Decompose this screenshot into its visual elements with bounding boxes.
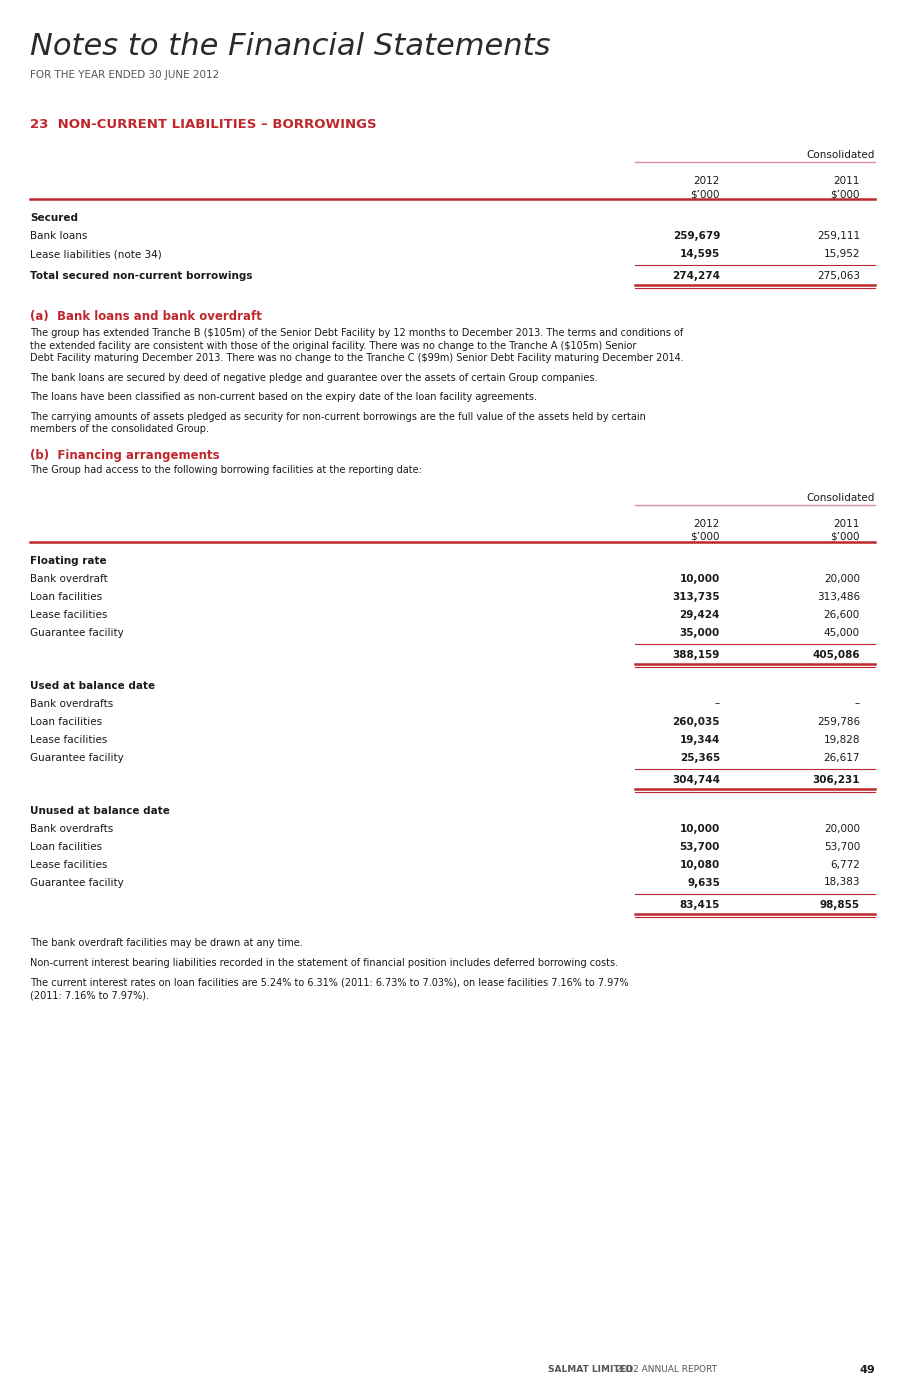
Text: SALMAT LIMITED: SALMAT LIMITED (548, 1365, 634, 1374)
Text: The bank overdraft facilities may be drawn at any time.: The bank overdraft facilities may be dra… (30, 938, 302, 948)
Text: 2012: 2012 (694, 176, 720, 187)
Text: Guarantee facility: Guarantee facility (30, 753, 124, 763)
Text: 2012 ANNUAL REPORT: 2012 ANNUAL REPORT (616, 1365, 717, 1374)
Text: 306,231: 306,231 (813, 774, 860, 785)
Text: Lease liabilities (note 34): Lease liabilities (note 34) (30, 249, 162, 258)
Text: 304,744: 304,744 (672, 774, 720, 785)
Text: 98,855: 98,855 (820, 900, 860, 909)
Text: Total secured non-current borrowings: Total secured non-current borrowings (30, 271, 253, 281)
Text: 53,700: 53,700 (824, 842, 860, 851)
Text: FOR THE YEAR ENDED 30 JUNE 2012: FOR THE YEAR ENDED 30 JUNE 2012 (30, 70, 220, 80)
Text: Lease facilities: Lease facilities (30, 609, 107, 619)
Text: The group has extended Tranche B ($105m) of the Senior Debt Facility by 12 month: The group has extended Tranche B ($105m)… (30, 328, 683, 339)
Text: 2011: 2011 (833, 518, 860, 528)
Text: 405,086: 405,086 (813, 650, 860, 659)
Text: 45,000: 45,000 (824, 627, 860, 637)
Text: Consolidated: Consolidated (806, 492, 875, 503)
Text: Notes to the Financial Statements: Notes to the Financial Statements (30, 32, 551, 61)
Text: 23  NON-CURRENT LIABILITIES – BORROWINGS: 23 NON-CURRENT LIABILITIES – BORROWINGS (30, 117, 376, 131)
Text: (b)  Financing arrangements: (b) Financing arrangements (30, 449, 220, 462)
Text: Loan facilities: Loan facilities (30, 716, 102, 727)
Text: 18,383: 18,383 (824, 878, 860, 887)
Text: The Group had access to the following borrowing facilities at the reporting date: The Group had access to the following bo… (30, 464, 422, 474)
Text: $’000: $’000 (831, 189, 860, 199)
Text: $’000: $’000 (690, 532, 720, 542)
Text: 29,424: 29,424 (680, 609, 720, 619)
Text: –: – (855, 698, 860, 709)
Text: Loan facilities: Loan facilities (30, 842, 102, 851)
Text: The carrying amounts of assets pledged as security for non-current borrowings ar: The carrying amounts of assets pledged a… (30, 412, 646, 422)
Text: 14,595: 14,595 (680, 249, 720, 258)
Text: Lease facilities: Lease facilities (30, 734, 107, 745)
Text: (a)  Bank loans and bank overdraft: (a) Bank loans and bank overdraft (30, 310, 262, 323)
Text: Bank overdrafts: Bank overdrafts (30, 698, 113, 709)
Text: 274,274: 274,274 (672, 271, 720, 281)
Text: 26,617: 26,617 (824, 753, 860, 763)
Text: 10,080: 10,080 (680, 860, 720, 869)
Text: 2012: 2012 (694, 518, 720, 528)
Text: 26,600: 26,600 (824, 609, 860, 619)
Text: 19,828: 19,828 (824, 734, 860, 745)
Text: the extended facility are consistent with those of the original facility. There : the extended facility are consistent wit… (30, 340, 636, 351)
Text: 259,111: 259,111 (817, 231, 860, 240)
Text: 388,159: 388,159 (672, 650, 720, 659)
Text: Bank overdrafts: Bank overdrafts (30, 824, 113, 833)
Text: 20,000: 20,000 (824, 824, 860, 833)
Text: 260,035: 260,035 (672, 716, 720, 727)
Text: Guarantee facility: Guarantee facility (30, 627, 124, 637)
Text: Non-current interest bearing liabilities recorded in the statement of financial : Non-current interest bearing liabilities… (30, 958, 618, 967)
Text: Consolidated: Consolidated (806, 151, 875, 160)
Text: –: – (715, 698, 720, 709)
Text: 259,786: 259,786 (817, 716, 860, 727)
Text: Used at balance date: Used at balance date (30, 680, 155, 691)
Text: (2011: 7.16% to 7.97%).: (2011: 7.16% to 7.97%). (30, 990, 149, 1001)
Text: Secured: Secured (30, 213, 78, 223)
Text: The bank loans are secured by deed of negative pledge and guarantee over the ass: The bank loans are secured by deed of ne… (30, 373, 598, 383)
Text: 20,000: 20,000 (824, 574, 860, 583)
Text: 83,415: 83,415 (680, 900, 720, 909)
Text: 10,000: 10,000 (680, 824, 720, 833)
Text: Floating rate: Floating rate (30, 556, 106, 565)
Text: 313,486: 313,486 (817, 591, 860, 601)
Text: Guarantee facility: Guarantee facility (30, 878, 124, 887)
Text: 15,952: 15,952 (824, 249, 860, 258)
Text: 49: 49 (860, 1365, 875, 1375)
Text: 259,679: 259,679 (672, 231, 720, 240)
Text: 9,635: 9,635 (687, 878, 720, 887)
Text: $’000: $’000 (690, 189, 720, 199)
Text: 19,344: 19,344 (680, 734, 720, 745)
Text: 313,735: 313,735 (672, 591, 720, 601)
Text: 6,772: 6,772 (830, 860, 860, 869)
Text: 275,063: 275,063 (817, 271, 860, 281)
Text: members of the consolidated Group.: members of the consolidated Group. (30, 424, 209, 434)
Text: Bank overdraft: Bank overdraft (30, 574, 108, 583)
Text: Bank loans: Bank loans (30, 231, 87, 240)
Text: 53,700: 53,700 (680, 842, 720, 851)
Text: Debt Facility maturing December 2013. There was no change to the Tranche C ($99m: Debt Facility maturing December 2013. Th… (30, 352, 684, 363)
Text: 25,365: 25,365 (680, 753, 720, 763)
Text: The current interest rates on loan facilities are 5.24% to 6.31% (2011: 6.73% to: The current interest rates on loan facil… (30, 977, 628, 988)
Text: Lease facilities: Lease facilities (30, 860, 107, 869)
Text: Unused at balance date: Unused at balance date (30, 806, 170, 815)
Text: $’000: $’000 (831, 532, 860, 542)
Text: 2011: 2011 (833, 176, 860, 187)
Text: Loan facilities: Loan facilities (30, 591, 102, 601)
Text: 10,000: 10,000 (680, 574, 720, 583)
Text: The loans have been classified as non-current based on the expiry date of the lo: The loans have been classified as non-cu… (30, 392, 537, 402)
Text: 35,000: 35,000 (680, 627, 720, 637)
